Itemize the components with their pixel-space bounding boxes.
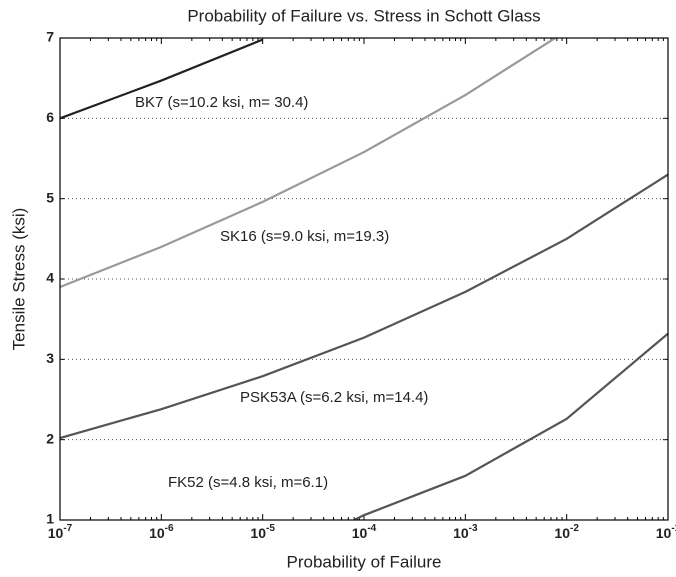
line-series	[60, 38, 558, 289]
x-tick-label: 10-4	[352, 523, 377, 541]
annotation: SK16 (s=9.0 ksi, m=19.3)	[220, 228, 389, 245]
y-tick-label: 6	[46, 109, 54, 125]
x-tick-exponent: -3	[469, 523, 478, 534]
x-tick-base: 10	[554, 525, 570, 541]
y-tick-label: 5	[46, 189, 54, 205]
plot-area	[60, 38, 668, 520]
x-tick-label: 10-6	[149, 523, 174, 541]
y-tick-label: 3	[46, 350, 54, 366]
y-axis-label: Tensile Stress (ksi)	[9, 208, 28, 351]
line-series	[353, 332, 668, 520]
annotation: FK52 (s=4.8 ksi, m=6.1)	[168, 474, 328, 491]
x-tick-label: 10-3	[453, 523, 478, 541]
x-tick-base: 10	[48, 525, 64, 541]
x-tick-exponent: -2	[570, 523, 579, 534]
line-series	[60, 173, 668, 440]
x-tick-base: 10	[352, 525, 368, 541]
annotation: PSK53A (s=6.2 ksi, m=14.4)	[240, 389, 428, 406]
x-tick-base: 10	[149, 525, 165, 541]
x-tick-base: 10	[250, 525, 266, 541]
x-axis-label: Probability of Failure	[287, 552, 442, 571]
x-tick-exponent: -6	[165, 523, 174, 534]
x-tick-exponent: -1	[671, 523, 676, 534]
y-tick-label: 4	[46, 270, 54, 286]
chart-title: Probability of Failure vs. Stress in Sch…	[187, 6, 540, 25]
x-tick-label: 10-1	[656, 523, 676, 541]
x-tick-base: 10	[656, 525, 672, 541]
y-tick-label: 2	[46, 430, 54, 446]
x-tick-label: 10-2	[554, 523, 579, 541]
x-tick-label: 10-5	[250, 523, 275, 541]
x-tick-exponent: -5	[266, 523, 275, 534]
y-tick-label: 7	[46, 29, 54, 45]
plot-frame	[59, 37, 669, 521]
x-tick-base: 10	[453, 525, 469, 541]
line-series	[60, 38, 264, 120]
x-tick-exponent: -7	[63, 523, 72, 534]
y-tick-label: 1	[46, 511, 54, 527]
x-tick-exponent: -4	[367, 523, 376, 534]
x-tick-label: 10-7	[48, 523, 73, 541]
annotation: BK7 (s=10.2 ksi, m= 30.4)	[135, 94, 308, 111]
